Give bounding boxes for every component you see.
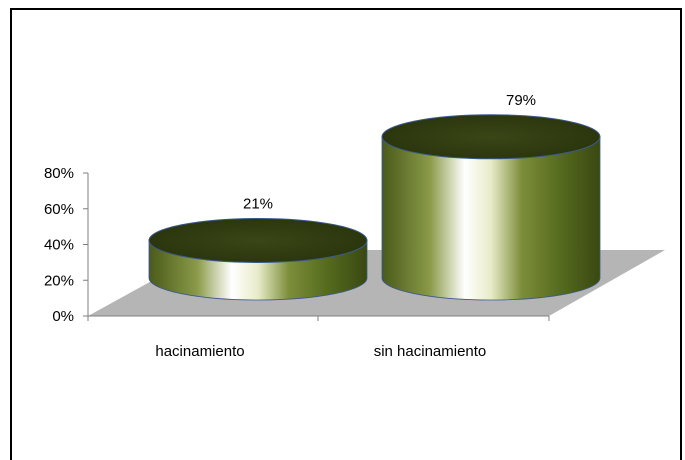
y-tick-label: 60% (44, 201, 74, 218)
bar-cylinder (381, 114, 601, 301)
x-category-label: hacinamiento (155, 343, 244, 360)
y-tick-label: 80% (44, 165, 74, 182)
y-tick-label: 0% (52, 308, 74, 325)
bar-top (381, 114, 601, 160)
bar-top (148, 217, 368, 263)
bar-body (381, 136, 601, 301)
data-label: 79% (506, 92, 536, 109)
x-category-label: sin hacinamiento (374, 343, 487, 360)
bar-cylinder (148, 217, 368, 301)
data-label: 21% (243, 195, 273, 212)
y-tick-label: 40% (44, 237, 74, 254)
y-tick-label: 20% (44, 272, 74, 289)
